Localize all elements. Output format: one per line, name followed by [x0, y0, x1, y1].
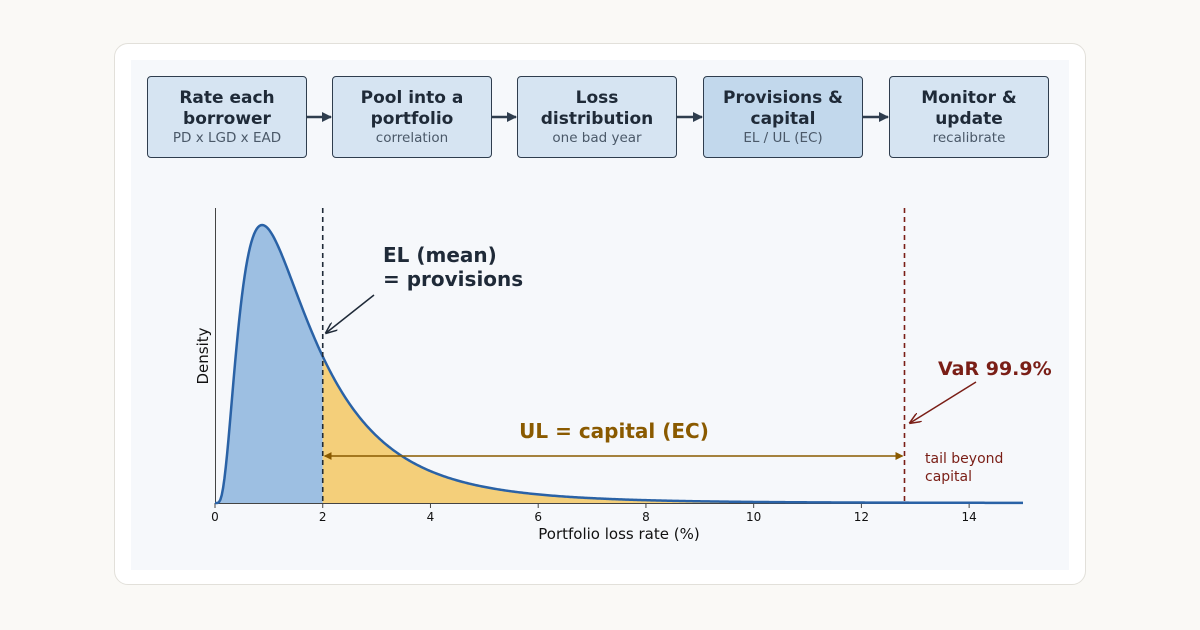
ul-area	[322, 356, 1024, 503]
flow-step-title: Provisions & capital	[723, 88, 843, 130]
flow-step-subtitle: EL / UL (EC)	[743, 129, 823, 146]
flow-step-subtitle: PD x LGD x EAD	[172, 129, 282, 146]
density-curve	[215, 223, 1023, 505]
y-axis-label: Density	[194, 327, 212, 384]
flow-step-title-line: Loss	[575, 87, 619, 108]
flow-step-title-line: Pool into a	[360, 87, 464, 108]
flow-step-title-line: borrower	[183, 108, 271, 129]
tail-label-line2: capital	[925, 469, 972, 485]
flow-step-title-line: Monitor &	[921, 87, 1017, 108]
flow-step-title: Loss distribution	[541, 88, 653, 130]
flow-step-subtitle: recalibrate	[932, 129, 1006, 146]
el-pointer-arrow	[326, 294, 375, 333]
x-tick-label: 10	[746, 510, 761, 524]
el-label-line1: EL (mean)	[383, 243, 497, 267]
flow-step-title-line: update	[935, 108, 1003, 129]
flow-step-provisions-capital: Provisions & capital EL / UL (EC)	[703, 76, 863, 158]
flow-step-rate-borrower: Rate each borrower PD x LGD x EAD	[147, 76, 307, 158]
flow-step-subtitle: correlation	[375, 129, 449, 146]
el-label-line2: = provisions	[383, 267, 523, 291]
x-tick-label: 4	[427, 510, 435, 524]
ul-label: UL = capital (EC)	[519, 419, 709, 443]
flow-step-monitor-update: Monitor & update recalibrate	[889, 76, 1049, 158]
x-tick-label: 8	[642, 510, 650, 524]
el-area	[215, 225, 323, 503]
tail-label-line1: tail beyond	[925, 451, 1003, 467]
flow-step-title-line: Rate each	[179, 87, 275, 108]
flow-step-title: Rate each borrower	[179, 88, 274, 130]
flow-step-title-line: distribution	[540, 108, 654, 129]
x-tick-label: 14	[961, 510, 976, 524]
x-tick-label: 2	[319, 510, 327, 524]
x-ticks: 0 2 4 6 8 10 12 14	[211, 503, 977, 524]
flow-step-title-line: Provisions &	[722, 87, 844, 108]
flow-step-title: Pool into a portfolio	[361, 88, 464, 130]
x-axis-label: Portfolio loss rate (%)	[538, 525, 699, 543]
x-tick-label: 12	[854, 510, 869, 524]
flow-step-subtitle: one bad year	[552, 129, 642, 146]
var-pointer-arrow	[910, 381, 977, 423]
var-label: VaR 99.9%	[938, 358, 1052, 380]
flow-step-title: Monitor & update	[921, 88, 1016, 130]
flow-step-title-line: capital	[750, 108, 816, 129]
flow-step-loss-distribution: Loss distribution one bad year	[517, 76, 677, 158]
x-tick-label: 6	[534, 510, 542, 524]
flow-step-pool-portfolio: Pool into a portfolio correlation	[332, 76, 492, 158]
x-tick-label: 0	[211, 510, 219, 524]
flow-step-title-line: portfolio	[370, 108, 454, 129]
